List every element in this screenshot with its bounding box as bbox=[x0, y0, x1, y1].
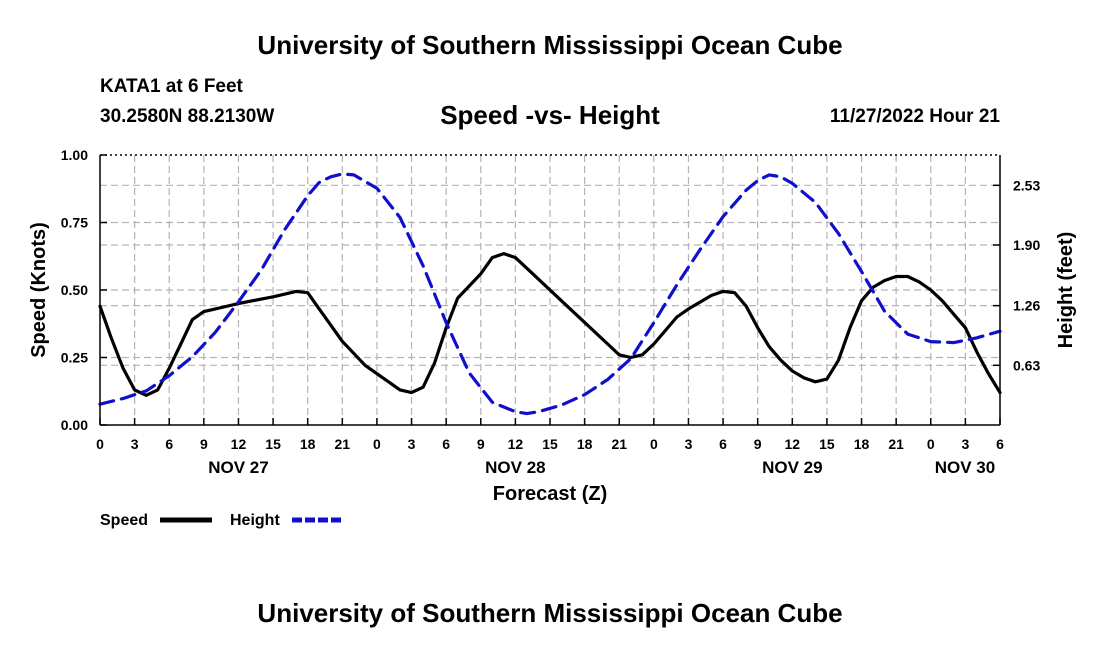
x-axis-title: Forecast (Z) bbox=[493, 483, 607, 505]
y2-tick-label: 2.53 bbox=[1013, 177, 1040, 193]
height-series-line bbox=[98, 172, 1002, 416]
y-tick-label: 1.00 bbox=[61, 147, 88, 163]
legend-height-label: Height bbox=[230, 512, 280, 529]
speed-series-line bbox=[98, 252, 1002, 397]
forecast-datetime: 11/27/2022 Hour 21 bbox=[829, 106, 1000, 127]
x-tick-label: 3 bbox=[685, 436, 693, 452]
chart-title: Speed -vs- Height bbox=[440, 100, 660, 130]
x-tick-label: 9 bbox=[754, 436, 762, 452]
x-tick-label: 15 bbox=[265, 436, 281, 452]
y2-tick-label: 1.26 bbox=[1013, 298, 1040, 314]
day-label: NOV 27 bbox=[208, 458, 268, 477]
y-tick-label: 0.75 bbox=[61, 215, 88, 231]
day-label: NOV 30 bbox=[935, 458, 995, 477]
grid bbox=[100, 155, 1000, 425]
x-tick-label: 12 bbox=[508, 436, 524, 452]
station-label: KATA1 at 6 Feet bbox=[100, 76, 243, 97]
y-axis-title: Speed (Knots) bbox=[28, 222, 50, 358]
x-tick-label: 3 bbox=[961, 436, 969, 452]
x-tick-label: 18 bbox=[577, 436, 593, 452]
x-tick-label: 15 bbox=[542, 436, 558, 452]
y2-axis-title: Height (feet) bbox=[1055, 232, 1077, 349]
x-tick-label: 18 bbox=[854, 436, 870, 452]
x-tick-label: 9 bbox=[477, 436, 485, 452]
series-layer bbox=[98, 172, 1002, 416]
x-tick-label: 6 bbox=[719, 436, 727, 452]
x-tick-label: 12 bbox=[231, 436, 247, 452]
x-tick-label: 0 bbox=[373, 436, 381, 452]
y-tick-label: 0.25 bbox=[61, 350, 88, 366]
x-tick-label: 6 bbox=[165, 436, 173, 452]
x-tick-label: 0 bbox=[96, 436, 104, 452]
page-title: University of Southern Mississippi Ocean… bbox=[257, 30, 843, 60]
x-tick-label: 21 bbox=[611, 436, 627, 452]
footer-title: University of Southern Mississippi Ocean… bbox=[257, 598, 843, 628]
tick-labels: 0 3 6 9 12 15 18 21 0 3 6 9 12 15 18 21 0 3 6 9 12 15 18 21 0 3 6N… bbox=[61, 147, 1041, 477]
y2-tick-label: 0.63 bbox=[1013, 357, 1040, 373]
x-tick-label: 15 bbox=[819, 436, 835, 452]
x-tick-label: 0 bbox=[650, 436, 658, 452]
axes bbox=[99, 154, 1001, 426]
x-tick-label: 0 bbox=[927, 436, 935, 452]
day-label: NOV 29 bbox=[762, 458, 822, 477]
coordinates-label: 30.2580N 88.2130W bbox=[100, 106, 275, 127]
x-tick-label: 21 bbox=[335, 436, 351, 452]
x-tick-label: 6 bbox=[996, 436, 1004, 452]
y-tick-label: 0.50 bbox=[61, 282, 88, 298]
day-label: NOV 28 bbox=[485, 458, 545, 477]
x-tick-label: 21 bbox=[888, 436, 904, 452]
x-tick-label: 6 bbox=[442, 436, 450, 452]
y2-tick-label: 1.90 bbox=[1013, 237, 1040, 253]
x-tick-label: 18 bbox=[300, 436, 316, 452]
legend: Speed Height bbox=[100, 512, 342, 529]
legend-speed-label: Speed bbox=[100, 512, 148, 529]
x-tick-label: 3 bbox=[131, 436, 139, 452]
y-tick-label: 0.00 bbox=[61, 417, 88, 433]
x-tick-label: 9 bbox=[200, 436, 208, 452]
x-tick-label: 3 bbox=[408, 436, 416, 452]
x-tick-label: 12 bbox=[785, 436, 801, 452]
